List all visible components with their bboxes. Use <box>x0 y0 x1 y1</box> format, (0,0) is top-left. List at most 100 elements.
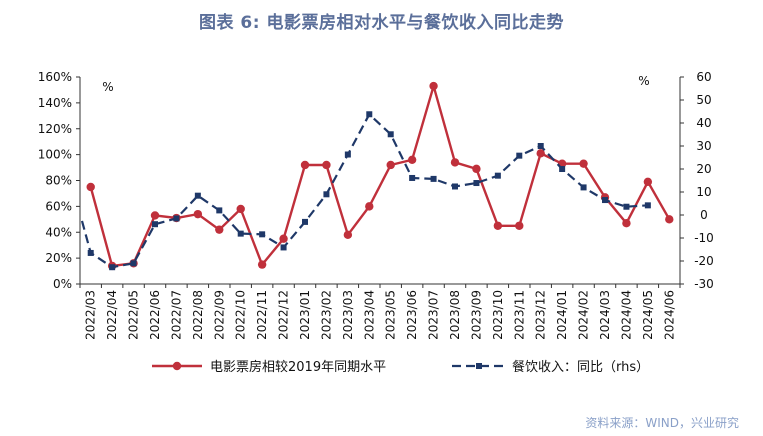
series-line-catering <box>80 112 648 269</box>
x-tick-label: 2024/02 <box>577 290 591 340</box>
legend-marker-box-office <box>172 361 182 371</box>
series-point-catering <box>109 264 116 271</box>
series-point-box-office <box>386 160 395 170</box>
series-point-catering <box>473 180 480 187</box>
series-point-catering <box>580 184 587 191</box>
series-point-box-office <box>665 215 674 224</box>
right-tick-label: 0 <box>700 208 708 222</box>
series-point-box-office <box>365 202 374 211</box>
series-point-box-office <box>86 182 95 192</box>
legend-label-catering: 餐饮收入：同比（rhs） <box>512 359 649 375</box>
series-point-box-office <box>236 204 245 214</box>
series-point-catering <box>173 215 180 222</box>
series-point-box-office <box>536 149 545 158</box>
right-tick-label: -10 <box>694 231 714 245</box>
right-tick-label: 30 <box>696 139 711 153</box>
x-tick-label: 2024/04 <box>619 290 633 340</box>
x-tick-label: 2023/07 <box>427 290 441 340</box>
series-line-box-office <box>89 81 671 268</box>
series-point-catering <box>623 203 630 210</box>
x-tick-label: 2023/01 <box>298 290 312 340</box>
series-point-box-office <box>643 177 653 186</box>
x-tick-label: 2023/09 <box>469 290 483 340</box>
right-tick-label: 10 <box>696 185 711 199</box>
left-tick-label: 160% <box>38 70 72 84</box>
x-tick-label: 2022/06 <box>148 290 162 340</box>
right-tick-label: -20 <box>694 254 714 268</box>
series-point-catering <box>194 192 201 199</box>
series-point-catering <box>409 174 416 181</box>
x-tick-label: 2022/07 <box>169 290 183 340</box>
x-tick-label: 2022/09 <box>212 290 226 340</box>
series-point-box-office <box>579 159 588 168</box>
series-point-box-office <box>622 218 631 228</box>
series-point-box-office <box>429 81 438 91</box>
series-point-catering <box>302 218 308 225</box>
right-tick-label: 40 <box>696 116 711 130</box>
series-point-catering <box>387 131 394 138</box>
series-point-box-office <box>472 164 481 174</box>
x-tick-label: 2022/04 <box>105 290 119 340</box>
series-point-box-office <box>300 160 310 170</box>
left-tick-label: 100% <box>38 148 72 162</box>
legend-marker-catering <box>476 363 482 369</box>
series-point-catering <box>130 260 137 267</box>
series-point-box-office <box>407 155 417 164</box>
series-point-catering <box>430 175 437 182</box>
left-unit-label: % <box>102 80 113 94</box>
left-tick-label: 80% <box>45 174 72 188</box>
x-tick-label: 2022/05 <box>127 290 141 340</box>
series-point-catering <box>280 244 287 251</box>
series-point-box-office <box>450 158 460 167</box>
x-tick-label: 2024/06 <box>662 290 676 340</box>
x-tick-label: 2022/03 <box>84 290 98 340</box>
x-tick-label: 2024/01 <box>555 290 569 340</box>
right-tick-label: 60 <box>696 70 711 84</box>
right-tick-label: -30 <box>694 277 714 291</box>
series-point-box-office <box>322 160 331 170</box>
x-tick-label: 2022/11 <box>255 290 269 340</box>
x-tick-label: 2024/03 <box>598 290 612 340</box>
legend-group: 电影票房相较2019年同期水平 餐饮收入：同比（rhs） <box>152 359 649 375</box>
series-point-catering <box>537 143 544 149</box>
x-tick-label: 2022/12 <box>277 290 291 340</box>
series-point-catering <box>237 230 244 237</box>
left-tick-label: 60% <box>45 199 72 213</box>
series-point-catering <box>344 151 351 158</box>
series-point-catering <box>559 166 566 172</box>
series-point-catering <box>644 202 651 209</box>
series-point-catering <box>216 207 223 214</box>
series-point-catering <box>152 221 158 228</box>
axes-group: 0% 20% 40% 60% 80% 100% 120% 140% 160% -30 -20 -10 0… <box>38 70 714 340</box>
series-point-catering <box>259 231 266 238</box>
right-tick-label: 50 <box>696 93 711 107</box>
right-unit-label: % <box>638 74 649 88</box>
x-tick-label: 2024/05 <box>641 290 655 340</box>
right-tick-label: 20 <box>696 162 711 176</box>
left-tick-label: 120% <box>38 122 72 136</box>
x-tick-label: 2023/08 <box>448 290 462 340</box>
left-tick-label: 140% <box>38 96 72 110</box>
series-point-box-office <box>279 234 288 243</box>
x-tick-label: 2023/12 <box>534 290 548 340</box>
x-tick-label: 2023/03 <box>341 290 355 340</box>
source-note: 资料来源：WIND，兴业研究 <box>585 416 739 430</box>
series-point-box-office <box>343 230 353 240</box>
series-point-catering <box>452 183 458 190</box>
series-group <box>80 81 674 271</box>
series-point-catering <box>366 111 373 118</box>
series-point-box-office <box>193 209 203 219</box>
series-point-box-office <box>150 211 160 220</box>
x-tick-label: 2023/04 <box>362 290 376 340</box>
series-point-catering <box>516 152 523 159</box>
x-tick-label: 2023/11 <box>512 290 526 340</box>
series-point-catering <box>602 197 608 204</box>
series-point-box-office <box>215 225 224 234</box>
x-tick-label: 2022/10 <box>234 290 248 340</box>
series-point-box-office <box>493 221 503 230</box>
x-tick-label: 2022/08 <box>191 290 205 340</box>
series-point-box-office <box>257 260 267 269</box>
series-point-catering <box>323 191 330 198</box>
x-tick-label: 2023/10 <box>491 290 505 340</box>
left-tick-label: 0% <box>53 277 72 291</box>
